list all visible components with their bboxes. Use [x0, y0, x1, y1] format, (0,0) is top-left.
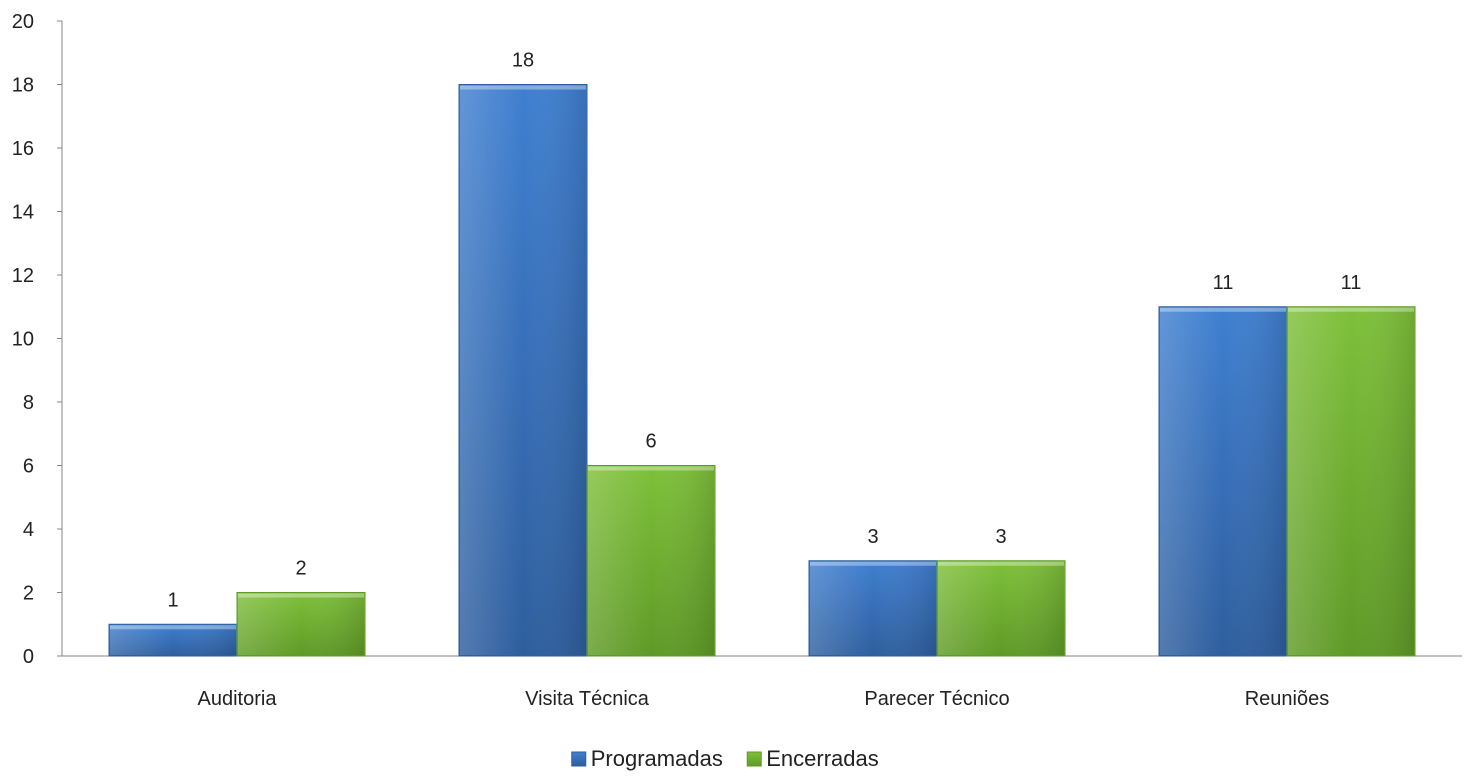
bar-top-bevel — [460, 85, 586, 90]
x-category-label: Parecer Técnico — [864, 688, 1009, 710]
y-tick-label: 20 — [12, 11, 34, 33]
x-category-label: Visita Técnica — [525, 688, 650, 710]
y-tick-label: 8 — [23, 392, 34, 414]
y-tick-label: 2 — [23, 583, 34, 605]
legend: Programadas Encerradas — [571, 746, 879, 771]
legend-swatch-programadas — [571, 751, 587, 767]
bar-shading — [1288, 307, 1414, 655]
bar-shading — [1160, 307, 1286, 655]
data-label: 3 — [995, 526, 1006, 548]
bar-shading — [588, 466, 714, 655]
data-label: 6 — [645, 431, 656, 453]
data-label: 1 — [167, 589, 178, 611]
data-label: 11 — [1213, 272, 1234, 294]
legend-label-encerradas: Encerradas — [766, 746, 879, 771]
bar-shading — [110, 625, 236, 655]
bar-shading — [460, 85, 586, 655]
x-category-label: Reuniões — [1245, 688, 1330, 710]
y-tick-label: 4 — [23, 519, 34, 541]
data-label: 2 — [295, 558, 306, 580]
data-label: 18 — [512, 50, 534, 72]
bar-shading — [938, 561, 1064, 655]
bar-top-bevel — [938, 561, 1064, 566]
bar-top-bevel — [588, 466, 714, 471]
bar-shading — [238, 593, 364, 655]
y-tick-label: 0 — [23, 646, 34, 668]
bar-shading — [810, 561, 936, 655]
data-label: 11 — [1341, 272, 1362, 294]
legend-swatch-encerradas — [746, 751, 762, 767]
y-tick-label: 10 — [12, 329, 34, 351]
bar-top-bevel — [1288, 307, 1414, 312]
bar-top-bevel — [1160, 307, 1286, 312]
bar-top-bevel — [110, 625, 236, 630]
y-tick-label: 6 — [23, 456, 34, 478]
y-tick-label: 16 — [12, 138, 34, 160]
data-label: 3 — [867, 526, 878, 548]
y-tick-label: 14 — [12, 202, 34, 224]
x-category-label: Auditoria — [198, 688, 278, 710]
bars — [108, 84, 1416, 657]
category-labels: Auditoria Visita Técnica Parecer Técnico Re… — [198, 688, 1330, 710]
y-axis-ticks: 0 2 4 6 8 10 12 14 16 18 20 — [12, 11, 62, 668]
y-tick-label: 18 — [12, 75, 34, 97]
legend-label-programadas: Programadas — [591, 746, 723, 771]
bar-top-bevel — [810, 561, 936, 566]
y-tick-label: 12 — [12, 265, 34, 287]
bar-top-bevel — [238, 593, 364, 598]
data-labels: 1 2 18 6 3 3 11 11 — [167, 50, 1361, 612]
